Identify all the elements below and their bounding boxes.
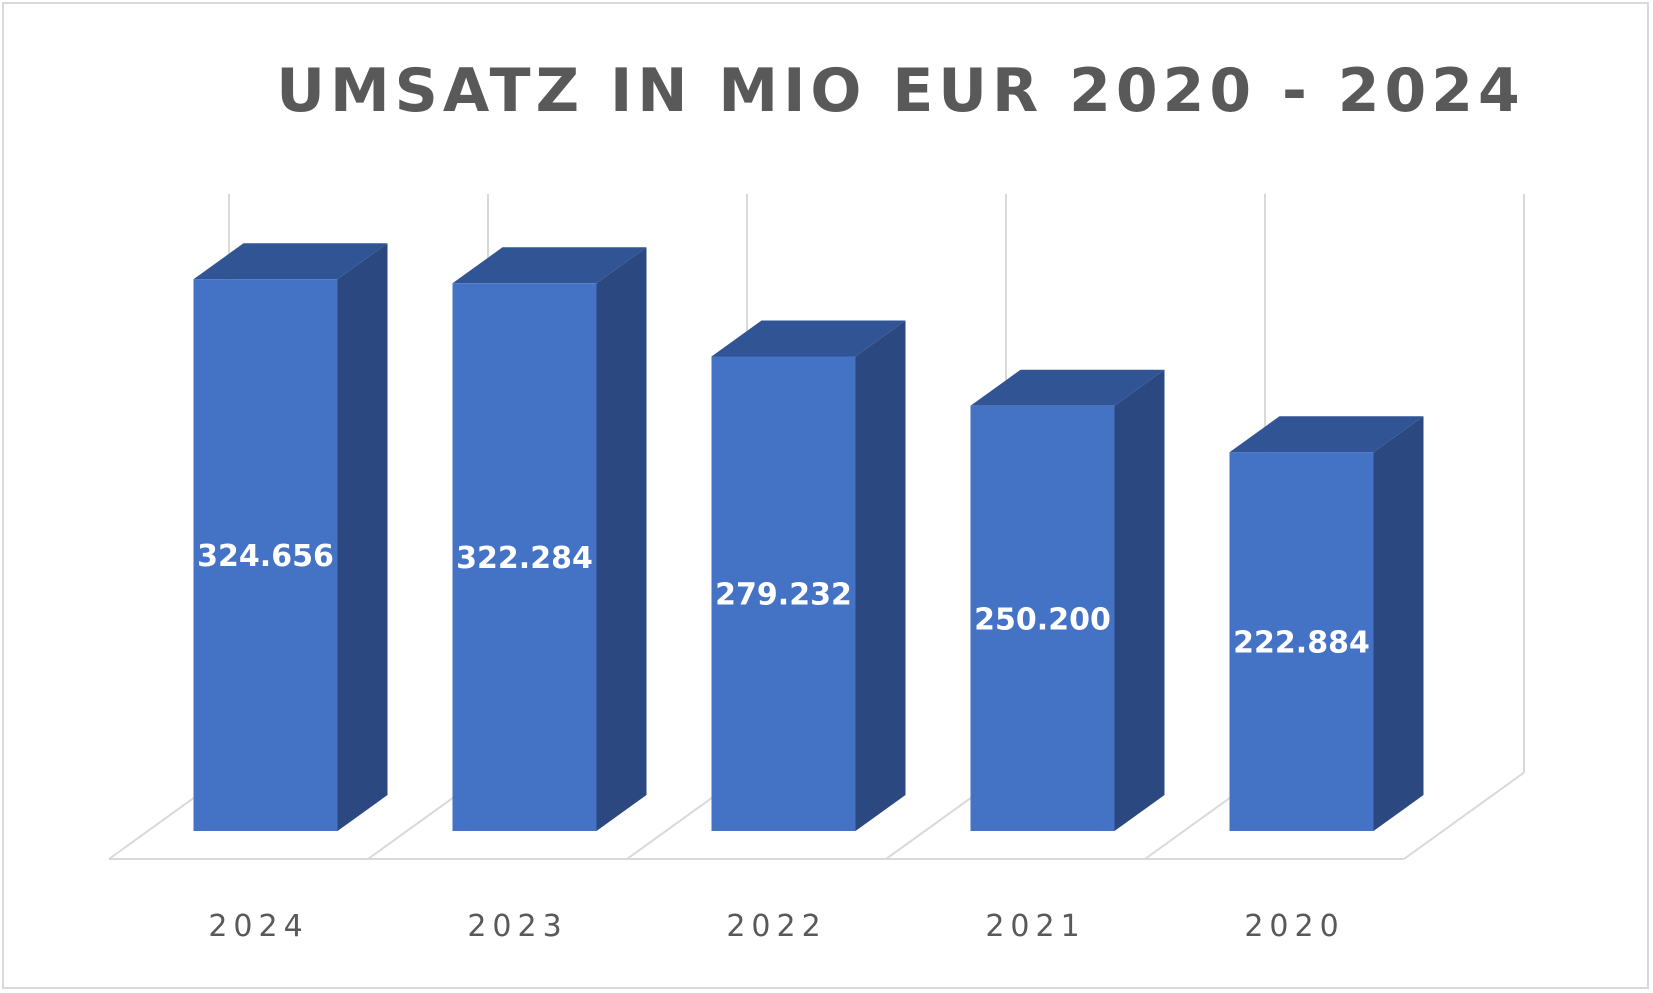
bar bbox=[970, 405, 1115, 831]
bar bbox=[193, 279, 338, 831]
floor-diagonal-line bbox=[1403, 771, 1525, 860]
chart-title: UMSATZ IN MIO EUR 2020 - 2024 bbox=[276, 56, 1525, 126]
data-label: 250.200 bbox=[974, 602, 1111, 637]
x-tick-label: 2023 bbox=[467, 909, 567, 944]
bar bbox=[711, 356, 856, 831]
bar bbox=[452, 283, 597, 832]
bar-side bbox=[337, 243, 388, 831]
x-tick-label: 2024 bbox=[208, 909, 308, 944]
bar-top bbox=[970, 369, 1165, 406]
data-label: 279.232 bbox=[715, 578, 852, 613]
bar-top bbox=[193, 243, 388, 280]
x-tick-label: 2021 bbox=[985, 909, 1085, 944]
chart-plot: 324.656 322.284 279.232 250.200 222.884 2024 2… bbox=[108, 194, 1525, 944]
data-label: 322.284 bbox=[456, 541, 593, 576]
bar-top bbox=[452, 247, 647, 284]
bar-side bbox=[1373, 416, 1424, 831]
x-tick-label: 2020 bbox=[1244, 909, 1344, 944]
bar-side bbox=[596, 247, 647, 832]
data-label: 222.884 bbox=[1233, 626, 1370, 661]
bar-top bbox=[711, 320, 906, 357]
bar-side bbox=[1114, 369, 1165, 831]
bar-top bbox=[1229, 416, 1424, 453]
x-tick-label: 2022 bbox=[726, 909, 826, 944]
data-label: 324.656 bbox=[197, 539, 334, 574]
bar bbox=[1229, 452, 1374, 831]
bar-side bbox=[855, 320, 906, 831]
